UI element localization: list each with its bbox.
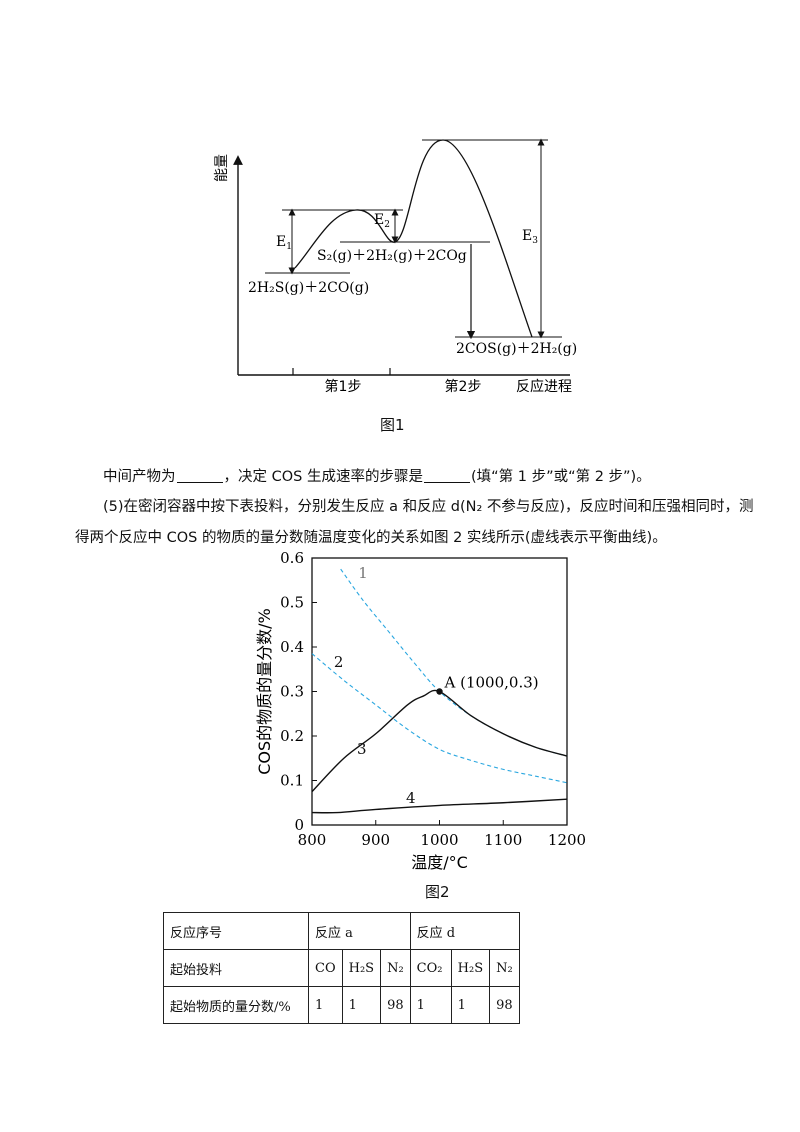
table-row: 起始投料 CO H₂S N₂ CO₂ H₂S N₂ (163, 949, 520, 987)
energy-x-label: 反应进程 (516, 378, 572, 395)
y-tick-label: 0.1 (280, 772, 304, 790)
step1-label: 第1步 (325, 378, 362, 395)
y-axis-label: COS的物质的量分数/% (255, 608, 274, 775)
question-line-1: 中间产物为 ，决定 COS 生成速率的步骤是 (填“第 1 步”或“第 2 步”)。 (103, 468, 651, 485)
table-cell: 反应 d (409, 912, 520, 950)
table-cell: H₂S (450, 949, 491, 987)
table-row: 反应序号 反应 a 反应 d (163, 912, 520, 950)
table-row: 起始物质的量分数/% 1 1 98 1 1 98 (163, 986, 520, 1024)
step2-label: 第2步 (445, 378, 482, 395)
point-a-label: A (1000,0.3) (444, 674, 539, 692)
question-line-3: 得两个反应中 COS 的物质的量分数随温度变化的关系如图 2 实线所示(虚线表示… (75, 530, 667, 546)
point-a-marker (436, 688, 443, 695)
energy-diagram: 能量 E1 E2 E3 2H₂S(g)＋2CO(g) S₂(g)＋2H₂(g)＋… (214, 138, 577, 395)
e1-label: E1 (276, 234, 292, 252)
y-tick-label: 0.5 (280, 594, 304, 612)
table-cell: 98 (489, 986, 520, 1024)
table-cell: H₂S (341, 949, 382, 987)
intermediate-label: S₂(g)＋2H₂(g)＋2COg (317, 248, 467, 264)
table-cell: N₂ (489, 949, 520, 987)
y-tick-label: 0.4 (280, 638, 304, 656)
cos-fraction-chart: 800 900 1000 1100 1200 0 0.1 0.2 0.3 0.4 0.5 0.6 1 2 3… (255, 549, 586, 872)
figure1-caption: 图1 (380, 416, 405, 434)
x-tick-label: 800 (298, 831, 327, 849)
y-tick-label: 0 (294, 816, 304, 834)
e2-label: E2 (374, 212, 390, 230)
x-tick-label: 1100 (484, 831, 522, 849)
answer-blank-2[interactable] (423, 468, 470, 483)
answer-blank-1[interactable] (176, 468, 223, 483)
energy-y-label: 能量 (214, 154, 230, 182)
x-tick-label: 1000 (420, 831, 458, 849)
series-1-line (340, 568, 568, 757)
reactants-label: 2H₂S(g)＋2CO(g) (248, 280, 369, 296)
table-cell: 98 (380, 986, 411, 1024)
table-cell: CO (308, 949, 343, 987)
products-label: 2COS(g)＋2H₂(g) (456, 341, 577, 357)
question-line-2: (5)在密闭容器中按下表投料，分别发生反应 a 和反应 d(N₂ 不参与反应)，… (103, 499, 754, 515)
series-3-label: 3 (357, 740, 367, 758)
y-tick-label: 0.2 (280, 727, 304, 745)
table-cell: 1 (409, 986, 452, 1024)
table-cell: 1 (450, 986, 491, 1024)
figure2-caption: 图2 (425, 883, 450, 901)
x-tick-label: 900 (361, 831, 390, 849)
reaction-energy-curve (294, 139, 533, 338)
series-4-line (311, 798, 568, 814)
series-1-label: 1 (358, 564, 368, 582)
series-3-line (311, 689, 568, 793)
e3-label: E3 (522, 228, 538, 246)
feed-table: 反应序号 反应 a 反应 d 起始投料 CO H₂S N₂ CO₂ H₂S N₂… (163, 912, 520, 1024)
table-cell: 1 (308, 986, 343, 1024)
table-cell: CO₂ (409, 949, 452, 987)
y-tick-label: 0.3 (280, 683, 304, 701)
x-tick-label: 1200 (548, 831, 586, 849)
series-4-label: 4 (406, 789, 416, 807)
table-cell: 1 (341, 986, 382, 1024)
table-cell: 起始物质的量分数/% (163, 986, 309, 1024)
table-cell: 反应序号 (163, 912, 309, 950)
table-cell: N₂ (380, 949, 411, 987)
x-axis-label: 温度/°C (411, 853, 468, 872)
series-2-label: 2 (334, 653, 344, 671)
table-cell: 起始投料 (163, 949, 309, 987)
y-tick-label: 0.6 (280, 549, 304, 567)
table-cell: 反应 a (308, 912, 411, 950)
